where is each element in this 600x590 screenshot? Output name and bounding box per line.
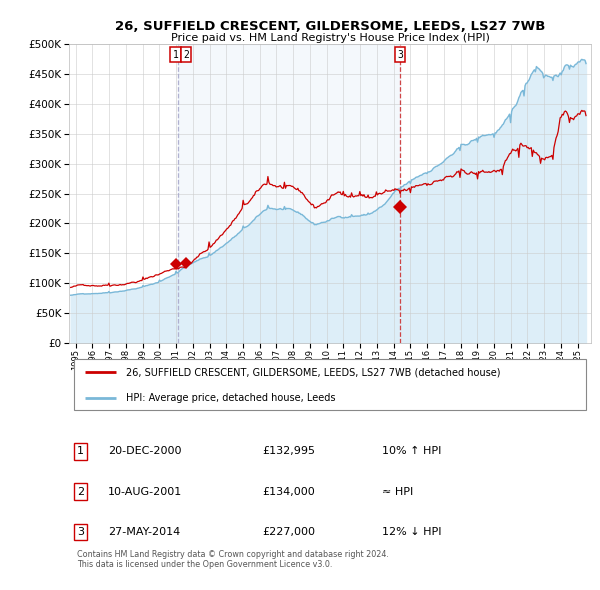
Text: 20-DEC-2000: 20-DEC-2000 xyxy=(108,446,182,456)
Text: 27-MAY-2014: 27-MAY-2014 xyxy=(108,527,181,537)
Text: £227,000: £227,000 xyxy=(262,527,315,537)
Text: £132,995: £132,995 xyxy=(262,446,315,456)
Text: 12% ↓ HPI: 12% ↓ HPI xyxy=(382,527,442,537)
Text: HPI: Average price, detached house, Leeds: HPI: Average price, detached house, Leed… xyxy=(127,394,336,404)
Text: 10-AUG-2001: 10-AUG-2001 xyxy=(108,487,182,497)
Text: 10% ↑ HPI: 10% ↑ HPI xyxy=(382,446,442,456)
Text: 3: 3 xyxy=(77,527,84,537)
Text: 26, SUFFIELD CRESCENT, GILDERSOME, LEEDS, LS27 7WB: 26, SUFFIELD CRESCENT, GILDERSOME, LEEDS… xyxy=(115,20,545,33)
Text: 3: 3 xyxy=(397,50,403,60)
Text: 2: 2 xyxy=(77,487,84,497)
Bar xyxy=(178,44,400,343)
Text: 1: 1 xyxy=(173,50,179,60)
Text: £134,000: £134,000 xyxy=(262,487,315,497)
FancyBboxPatch shape xyxy=(74,359,586,410)
Text: Price paid vs. HM Land Registry's House Price Index (HPI): Price paid vs. HM Land Registry's House … xyxy=(170,34,490,43)
Text: 26, SUFFIELD CRESCENT, GILDERSOME, LEEDS, LS27 7WB (detached house): 26, SUFFIELD CRESCENT, GILDERSOME, LEEDS… xyxy=(127,367,501,377)
Text: ≈ HPI: ≈ HPI xyxy=(382,487,413,497)
Text: 2: 2 xyxy=(184,50,189,60)
Text: Contains HM Land Registry data © Crown copyright and database right 2024.
This d: Contains HM Land Registry data © Crown c… xyxy=(77,550,389,569)
Text: 1: 1 xyxy=(77,446,84,456)
